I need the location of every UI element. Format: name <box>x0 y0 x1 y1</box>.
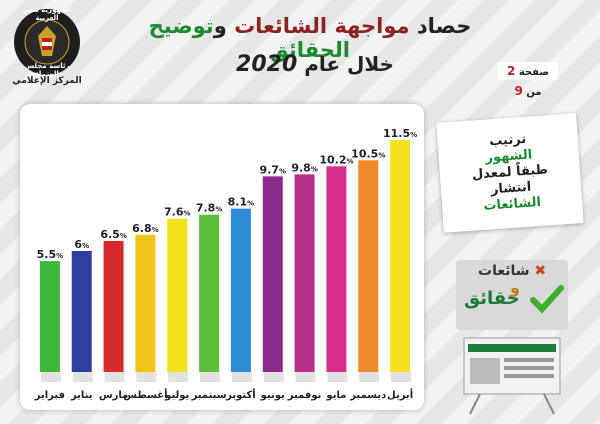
bar-base <box>359 372 380 382</box>
data-label: 6% <box>74 238 89 251</box>
rumors-facts-brand: شائعات ✖ و حقائق <box>450 258 574 418</box>
logo-line-2: رئاسة مجلس الوزراء <box>24 62 70 78</box>
bar <box>167 218 188 372</box>
bar-base <box>200 372 221 382</box>
bar <box>262 176 283 372</box>
bar <box>294 174 315 372</box>
bar <box>135 234 156 372</box>
bar-base <box>168 372 189 382</box>
bar-chart: 5.5% فبراير 6% يناير 6.5% مارس 6.8% أغسطس 7.6% يو… <box>34 127 417 401</box>
category-label: أكتوبر <box>225 388 256 401</box>
category-label: يونيو <box>260 390 285 401</box>
bar-base <box>391 372 412 382</box>
rumors-label: شائعات ✖ <box>478 263 547 279</box>
category-label: سبتمبر <box>191 390 227 401</box>
data-label: 11.5% <box>383 127 417 140</box>
bar-base <box>263 372 284 382</box>
data-label: 10.2% <box>319 153 353 166</box>
checkmark-icon <box>530 284 564 318</box>
bar-base <box>295 372 316 382</box>
year-label: 2020 <box>236 52 298 77</box>
data-label: 10.5% <box>351 147 385 160</box>
category-label: أبريل <box>387 388 413 401</box>
bar <box>39 261 60 372</box>
bar-base <box>136 372 157 382</box>
bar-base <box>327 372 348 382</box>
data-label: 6.5% <box>100 228 127 241</box>
data-label: 8.1% <box>228 196 255 209</box>
logo-line-1: جمهورية مصر العربية <box>23 6 71 22</box>
category-label: مايو <box>325 390 346 401</box>
bar-base <box>72 372 93 382</box>
data-label: 7.6% <box>164 206 191 219</box>
category-label: أغسطس <box>123 388 167 401</box>
category-label: يناير <box>70 390 93 401</box>
data-label: 5.5% <box>37 248 64 261</box>
bar-base <box>104 372 125 382</box>
data-label: 9.7% <box>259 163 286 176</box>
bar-base <box>40 372 61 382</box>
page-indicator: صفحة 2 من 9 <box>498 62 558 98</box>
logo-line-3: المركز الإعلامي <box>12 76 82 86</box>
bar <box>358 160 379 372</box>
bar <box>199 214 220 372</box>
data-label: 7.8% <box>196 202 223 215</box>
logo: جمهورية مصر العربية رئاسة مجلس الوزراء ا… <box>4 4 90 86</box>
facts-label: حقائق <box>464 288 520 309</box>
category-label: يوليو <box>164 390 189 401</box>
bar <box>103 240 124 372</box>
bar <box>230 208 251 372</box>
and-label: و <box>510 278 520 297</box>
bar <box>326 166 347 372</box>
page-title: حصاد مواجهة الشائعات وتوضيح الحقائق <box>148 14 472 62</box>
data-label: 6.8% <box>132 222 159 235</box>
page-subtitle: خلال عام 2020 <box>236 52 394 77</box>
category-label: ديسمبر <box>349 390 386 401</box>
ranking-note: ترتيب الشهور طبقاً لمعدل انتشار الشائعات <box>436 113 584 233</box>
bar <box>71 251 92 372</box>
bar-base <box>231 372 252 382</box>
cross-icon: ✖ <box>534 263 547 279</box>
data-label: 9.8% <box>291 161 318 174</box>
category-label: نوفمبر <box>287 390 322 401</box>
category-label: فبراير <box>34 390 65 401</box>
category-label: مارس <box>99 390 129 401</box>
bar <box>390 140 411 372</box>
chart-card: 5.5% فبراير 6% يناير 6.5% مارس 6.8% أغسطس 7.6% يو… <box>20 104 424 410</box>
